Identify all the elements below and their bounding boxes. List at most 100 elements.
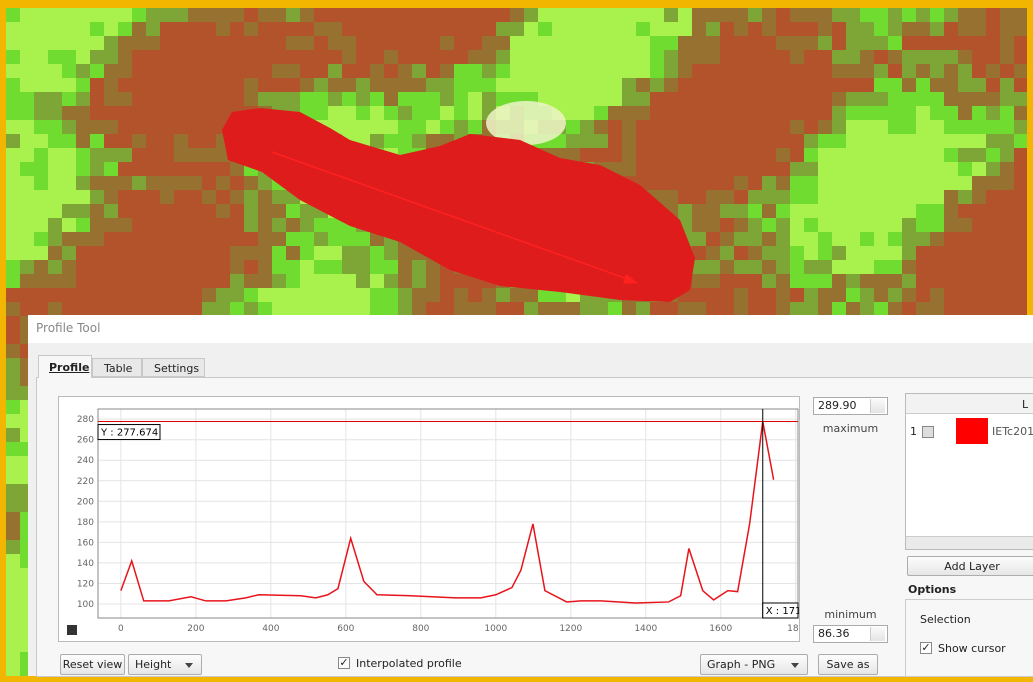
map-pixel <box>706 204 720 218</box>
map-pixel <box>244 260 258 274</box>
map-pixel <box>202 260 216 274</box>
map-pixel <box>244 218 258 232</box>
map-pixel <box>6 274 20 288</box>
map-pixel <box>692 204 706 218</box>
map-pixel <box>664 36 678 50</box>
map-pixel <box>6 526 20 540</box>
map-pixel <box>804 302 818 316</box>
map-pixel <box>916 148 930 162</box>
map-pixel <box>594 50 608 64</box>
map-pixel <box>230 302 244 316</box>
map-pixel <box>930 36 944 50</box>
map-pixel <box>874 50 888 64</box>
map-pixel <box>118 176 132 190</box>
map-pixel <box>846 106 860 120</box>
map-pixel <box>734 92 748 106</box>
map-pixel <box>146 218 160 232</box>
interpolated-checkbox[interactable]: ✓ <box>338 657 350 669</box>
map-pixel <box>20 134 34 148</box>
layer-color[interactable] <box>956 418 988 444</box>
map-pixel <box>188 50 202 64</box>
map-pixel <box>650 64 664 78</box>
map-pixel <box>62 8 76 22</box>
map-pixel <box>398 50 412 64</box>
map-pixel <box>34 260 48 274</box>
map-pixel <box>258 78 272 92</box>
export-combo[interactable]: Graph - PNG <box>700 654 808 675</box>
map-pixel <box>832 120 846 134</box>
map-pixel <box>230 22 244 36</box>
map-pixel <box>202 288 216 302</box>
map-pixel <box>790 260 804 274</box>
map-pixel <box>734 218 748 232</box>
map-pixel <box>440 78 454 92</box>
min-label: minimum <box>813 608 888 621</box>
map-pixel <box>20 190 34 204</box>
map-pixel <box>930 106 944 120</box>
tab[interactable]: Profile <box>38 355 92 378</box>
map-pixel <box>790 8 804 22</box>
map-pixel <box>930 92 944 106</box>
map-pixel <box>580 92 594 106</box>
map-pixel <box>916 106 930 120</box>
map-pixel <box>300 78 314 92</box>
scrollbar[interactable] <box>906 536 1033 549</box>
map-pixel <box>930 274 944 288</box>
map-pixel <box>300 218 314 232</box>
save-button[interactable]: Save as <box>818 654 878 675</box>
min-spinbox[interactable]: 86.36 <box>813 625 888 643</box>
map-pixel <box>6 232 20 246</box>
map-pixel <box>846 204 860 218</box>
map-pixel <box>216 50 230 64</box>
map-pixel <box>930 288 944 302</box>
map-pixel <box>622 120 636 134</box>
map-pixel <box>90 260 104 274</box>
map-pixel <box>748 232 762 246</box>
max-spinbox[interactable]: 289.90 <box>813 397 888 415</box>
map-pixel <box>244 176 258 190</box>
map-pixel <box>678 134 692 148</box>
map-pixel <box>454 64 468 78</box>
map-pixel <box>188 288 202 302</box>
map-pixel <box>48 22 62 36</box>
map-pixel <box>986 148 1000 162</box>
map-pixel <box>832 134 846 148</box>
map-pixel <box>930 246 944 260</box>
map-pixel <box>244 50 258 64</box>
reset-view-button[interactable]: Reset view <box>60 654 125 675</box>
map-pixel <box>888 204 902 218</box>
map-pixel <box>314 78 328 92</box>
show-cursor-checkbox[interactable]: ✓ <box>920 642 932 654</box>
autoscale-icon[interactable] <box>67 625 77 635</box>
map-pixel <box>930 148 944 162</box>
map-pixel <box>832 246 846 260</box>
map-pixel <box>986 134 1000 148</box>
map-pixel <box>930 232 944 246</box>
map-pixel <box>328 246 342 260</box>
tab[interactable]: Table <box>92 358 142 377</box>
add-layer-button[interactable]: Add Layer <box>907 556 1033 576</box>
map-pixel <box>482 36 496 50</box>
tab[interactable]: Settings <box>142 358 205 377</box>
map-pixel <box>622 50 636 64</box>
cursor-y-label: Y : 277.674 <box>100 428 158 439</box>
map-pixel <box>286 78 300 92</box>
map-pixel <box>6 92 20 106</box>
map-pixel <box>594 78 608 92</box>
map-pixel <box>146 78 160 92</box>
map-pixel <box>510 50 524 64</box>
mode-combo[interactable]: Height <box>128 654 202 675</box>
map-pixel <box>664 78 678 92</box>
map-pixel <box>34 64 48 78</box>
map-pixel <box>1000 176 1014 190</box>
row-checkbox[interactable] <box>922 426 934 438</box>
map-pixel <box>20 120 34 134</box>
map-pixel <box>118 36 132 50</box>
map-pixel <box>104 302 118 316</box>
layer-name: IETc201 <box>992 425 1033 438</box>
map-pixel <box>1014 106 1027 120</box>
map-pixel <box>720 36 734 50</box>
map-pixel <box>916 120 930 134</box>
map-pixel <box>48 190 62 204</box>
map-pixel <box>370 302 384 316</box>
